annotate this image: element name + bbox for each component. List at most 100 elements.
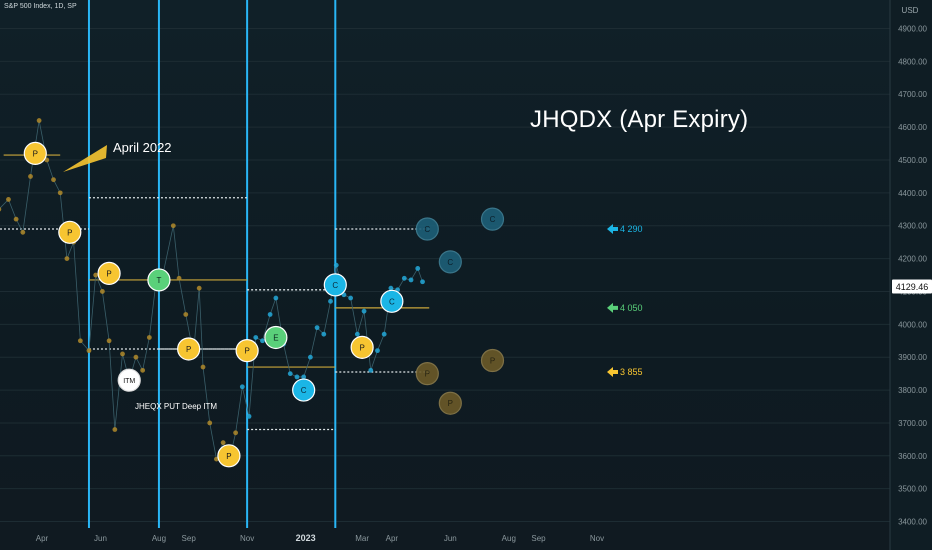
price-point	[170, 223, 176, 229]
marker-label: ITM	[123, 378, 135, 385]
axis-currency: USD	[902, 6, 919, 15]
price-point	[6, 197, 11, 202]
x-tick-label: Apr	[36, 534, 49, 543]
time-axis: Apr Jun Aug Sep Nov 2023 Mar Apr Jun Aug Sep Nov	[36, 533, 604, 543]
price-point	[328, 298, 333, 304]
price-point	[13, 216, 19, 222]
strike-label: 4 050	[620, 303, 643, 313]
chart-title: JHQDX (Apr Expiry)	[530, 106, 749, 133]
marker-label: P	[33, 149, 38, 158]
marker-circle	[438, 391, 462, 415]
option-markers: P P P T P P P E C C P C ITM C C C P P P	[23, 141, 505, 468]
x-tick-label: Nov	[240, 534, 254, 543]
x-tick-label: 2023	[296, 533, 316, 543]
x-tick-label: Sep	[531, 534, 546, 543]
marker-circle	[415, 217, 439, 241]
marker-put: P	[235, 339, 259, 363]
price-point	[220, 440, 226, 446]
level-lines	[0, 154, 430, 431]
axis-background	[890, 0, 932, 550]
marker-label: T	[156, 276, 161, 285]
price-point	[20, 229, 26, 235]
marker-circle	[350, 335, 374, 359]
y-tick-label: 3700.00	[898, 419, 927, 428]
y-tick-label: 4300.00	[898, 222, 927, 231]
price-point	[287, 371, 293, 377]
marker-circle	[235, 339, 259, 363]
price-point	[401, 275, 407, 281]
y-tick-label: 4800.00	[898, 57, 927, 66]
price-point	[140, 367, 146, 373]
price-point	[294, 374, 300, 380]
price-point	[133, 354, 139, 360]
price-point	[64, 256, 70, 261]
price-point	[120, 351, 125, 357]
price-point	[44, 157, 50, 163]
strike-arrow	[607, 302, 618, 313]
marker-label: P	[359, 343, 364, 352]
symbol-header: S&P 500 Index, 1D, SP	[4, 3, 77, 10]
y-tick-label: 4400.00	[898, 189, 927, 198]
x-tick-label: Aug	[152, 534, 166, 543]
marker-put_faded: P	[415, 362, 439, 386]
x-tick-label: Mar	[355, 534, 369, 543]
marker-call_faded: C	[480, 207, 505, 231]
price-point	[307, 354, 313, 360]
marker-circle	[58, 220, 82, 244]
price-point	[361, 308, 367, 314]
marker-put_faded: P	[438, 391, 462, 415]
marker-circle	[117, 368, 141, 392]
marker-circle	[264, 325, 288, 350]
price-point	[146, 335, 152, 340]
y-tick-label: 4000.00	[898, 320, 927, 329]
x-tick-label: Aug	[502, 534, 516, 543]
price-point	[348, 295, 354, 301]
marker-label: P	[67, 228, 72, 237]
marker-circle	[97, 261, 121, 285]
price-point	[106, 338, 112, 344]
price-point	[246, 413, 252, 419]
marker-label: P	[425, 370, 430, 379]
y-tick-label: 4600.00	[898, 123, 927, 132]
strike-label: 3 855	[620, 367, 643, 377]
price-point	[420, 279, 425, 285]
marker-label: E	[273, 333, 278, 342]
price-point	[207, 420, 213, 426]
price-point	[253, 335, 259, 340]
marker-circle	[380, 289, 404, 313]
marker-green: T	[147, 268, 171, 292]
marker-put: P	[217, 444, 241, 468]
marker-label: P	[106, 269, 111, 278]
x-tick-label: Apr	[386, 534, 399, 543]
price-point	[77, 338, 83, 344]
y-tick-label: 4900.00	[898, 25, 927, 34]
marker-label: C	[332, 281, 338, 290]
y-tick-label: 3500.00	[898, 485, 927, 494]
marker-label: C	[424, 225, 430, 234]
marker-green: E	[264, 325, 288, 350]
y-tick-label: 3400.00	[898, 518, 927, 527]
marker-label: C	[490, 215, 496, 224]
marker-put: P	[350, 335, 374, 359]
y-tick-label: 4200.00	[898, 255, 927, 264]
price-point	[200, 364, 206, 370]
marker-label: P	[186, 345, 191, 354]
price-point	[333, 262, 339, 268]
marker-label: P	[244, 347, 249, 356]
price-point	[273, 295, 279, 301]
marker-call_faded: C	[415, 217, 439, 241]
price-point	[0, 207, 2, 212]
quarter-boundaries	[87, 0, 337, 528]
marker-circle	[415, 362, 439, 386]
last-price-tag	[892, 279, 932, 294]
price-point	[368, 367, 374, 373]
price-point	[57, 190, 63, 196]
marker-itm: ITM	[117, 368, 141, 392]
price-axis: 4900.00 4800.00 4700.00 4600.00 4500.00 4400.…	[889, 0, 932, 550]
strike-arrow	[607, 224, 618, 235]
marker-circle	[147, 268, 171, 292]
marker-put: P	[23, 141, 47, 166]
marker-circle	[23, 141, 47, 166]
